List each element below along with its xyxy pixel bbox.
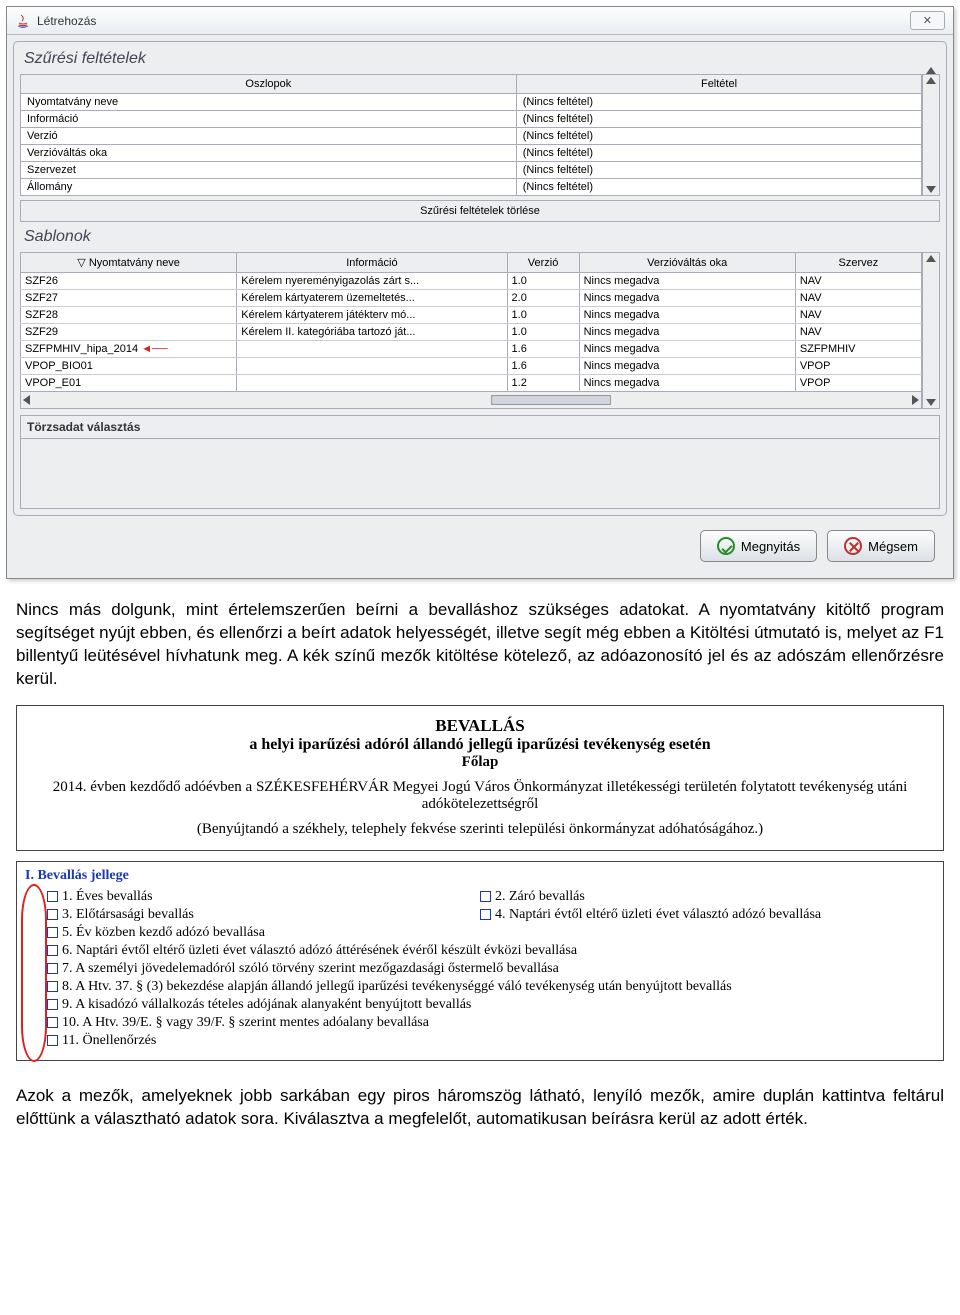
section-1-title: I. Bevallás jellege (25, 868, 935, 884)
checkbox-item-5[interactable]: 5. Év közben kezdő adózó bevallása (25, 924, 935, 942)
filter-header-condition[interactable]: Feltétel (516, 75, 922, 94)
filter-row[interactable]: Szervezet(Nincs feltétel) (21, 162, 922, 179)
checkbox-icon[interactable] (47, 1035, 58, 1046)
filter-table: Oszlopok Feltétel Nyomtatvány neve(Nincs… (20, 74, 922, 196)
table-row[interactable]: VPOP_BIO011.6Nincs megadvaVPOP (21, 358, 922, 375)
create-dialog: Létrehozás ✕ Szűrési feltételek Oszlopok… (6, 6, 954, 579)
checkbox-icon[interactable] (47, 891, 58, 902)
scroll-down-icon[interactable] (926, 399, 936, 406)
table-row[interactable]: SZF29Kérelem II. kategóriába tartozó ját… (21, 324, 922, 341)
form-subtext-1: 2014. évben kezdődő adóévben a SZÉKESFEH… (31, 779, 929, 813)
checkbox-item-7[interactable]: 7. A személyi jövedelemadóról szóló törv… (25, 960, 935, 978)
hscroll-thumb[interactable] (491, 395, 611, 405)
templates-title-text: Sablonok (24, 228, 91, 246)
cancel-icon (844, 537, 862, 555)
checkbox-item-1[interactable]: 1. Éves bevallás (25, 888, 480, 906)
filter-header-columns[interactable]: Oszlopok (21, 75, 517, 94)
filter-row[interactable]: Nyomtatvány neve(Nincs feltétel) (21, 94, 922, 111)
clear-filters-button[interactable]: Szűrési feltételek törlése (20, 200, 940, 222)
filter-vscrollbar[interactable] (922, 74, 940, 196)
templates-section-title[interactable]: Sablonok (20, 226, 940, 252)
table-row[interactable]: SZF27Kérelem kártyaterem üzemeltetés...2… (21, 290, 922, 307)
cancel-button-label: Mégsem (868, 539, 918, 554)
form-subtext-2: (Benyújtandó a székhely, telephely fekvé… (31, 821, 929, 838)
filter-section-title[interactable]: Szűrési feltételek (20, 48, 940, 74)
check-icon (717, 537, 735, 555)
form-section-1: I. Bevallás jellege 1. Éves bevallás 2. … (16, 861, 944, 1061)
doc-paragraph-1: Nincs más dolgunk, mint értelemszerűen b… (0, 585, 960, 705)
cancel-button[interactable]: Mégsem (827, 530, 935, 562)
templates-hscrollbar[interactable] (20, 391, 922, 409)
scroll-up-icon[interactable] (926, 255, 936, 262)
templates-vscrollbar[interactable] (922, 252, 940, 409)
filter-row[interactable]: Verzió(Nincs feltétel) (21, 128, 922, 145)
highlight-arrow-icon: ◄── (141, 343, 167, 355)
form-title: BEVALLÁS (31, 716, 929, 736)
filter-row[interactable]: Verzióváltás oka(Nincs feltétel) (21, 145, 922, 162)
table-row[interactable]: SZF26Kérelem nyereményigazolás zárt s...… (21, 273, 922, 290)
table-row[interactable]: SZF28Kérelem kártyaterem játékterv mó...… (21, 307, 922, 324)
filter-title-text: Szűrési feltételek (24, 50, 146, 68)
form-page-label: Főlap (31, 754, 929, 771)
scroll-up-icon[interactable] (926, 77, 936, 84)
checkbox-icon[interactable] (47, 945, 58, 956)
scroll-down-icon[interactable] (926, 186, 936, 193)
scroll-left-icon[interactable] (23, 395, 30, 405)
table-row[interactable]: VPOP_E011.2Nincs megadvaVPOP (21, 375, 922, 392)
checkbox-icon[interactable] (47, 999, 58, 1010)
open-button[interactable]: Megnyitás (700, 530, 817, 562)
checkbox-icon[interactable] (47, 981, 58, 992)
tmpl-header-reason[interactable]: Verzióváltás oka (579, 253, 795, 273)
master-data-header[interactable]: Törzsadat választás (20, 415, 940, 439)
checkbox-item-10[interactable]: 10. A Htv. 39/E. § vagy 39/F. § szerint … (25, 1014, 935, 1032)
close-button[interactable]: ✕ (910, 11, 945, 30)
tmpl-header-org[interactable]: Szervez (795, 253, 921, 273)
master-data-body (20, 439, 940, 509)
collapse-up-icon[interactable] (926, 50, 936, 68)
checkbox-icon[interactable] (47, 963, 58, 974)
checkbox-icon[interactable] (47, 1017, 58, 1028)
checkbox-icon[interactable] (480, 909, 491, 920)
filter-row[interactable]: Információ(Nincs feltétel) (21, 111, 922, 128)
java-icon (15, 13, 31, 29)
checkbox-item-6[interactable]: 6. Naptári évtől eltérő üzleti évet vála… (25, 942, 935, 960)
scroll-right-icon[interactable] (912, 395, 919, 405)
titlebar[interactable]: Létrehozás ✕ (7, 7, 953, 35)
checkbox-item-9[interactable]: 9. A kisadózó vállalkozás tételes adóján… (25, 996, 935, 1014)
checkbox-item-8[interactable]: 8. A Htv. 37. § (3) bekezdése alapján ál… (25, 978, 935, 996)
open-button-label: Megnyitás (741, 539, 800, 554)
checkbox-icon[interactable] (480, 891, 491, 902)
checkbox-icon[interactable] (47, 927, 58, 938)
form-header-box: BEVALLÁS a helyi iparűzési adóról álland… (16, 705, 944, 851)
tmpl-header-info[interactable]: Információ (237, 253, 507, 273)
checkbox-item-3[interactable]: 3. Előtársasági bevallás (25, 906, 480, 924)
checkbox-item-2[interactable]: 2. Záró bevallás (480, 888, 935, 906)
checkbox-icon[interactable] (47, 909, 58, 920)
table-row[interactable]: SZFPMHIV_hipa_2014 ◄──1.6Nincs megadvaSZ… (21, 341, 922, 358)
window-title: Létrehozás (37, 14, 910, 28)
checkbox-item-11[interactable]: 11. Önellenőrzés (25, 1032, 935, 1050)
tmpl-header-ver[interactable]: Verzió (507, 253, 579, 273)
filter-row[interactable]: Állomány(Nincs feltétel) (21, 179, 922, 196)
checkbox-item-4[interactable]: 4. Naptári évtől eltérő üzleti évet vála… (480, 906, 935, 924)
doc-paragraph-2: Azok a mezők, amelyeknek jobb sarkában e… (0, 1071, 960, 1145)
tmpl-header-name[interactable]: ▽ Nyomtatvány neve (21, 253, 237, 273)
form-subtitle: a helyi iparűzési adóról állandó jellegű… (31, 736, 929, 754)
templates-table: ▽ Nyomtatvány neve Információ Verzió Ver… (20, 252, 922, 392)
